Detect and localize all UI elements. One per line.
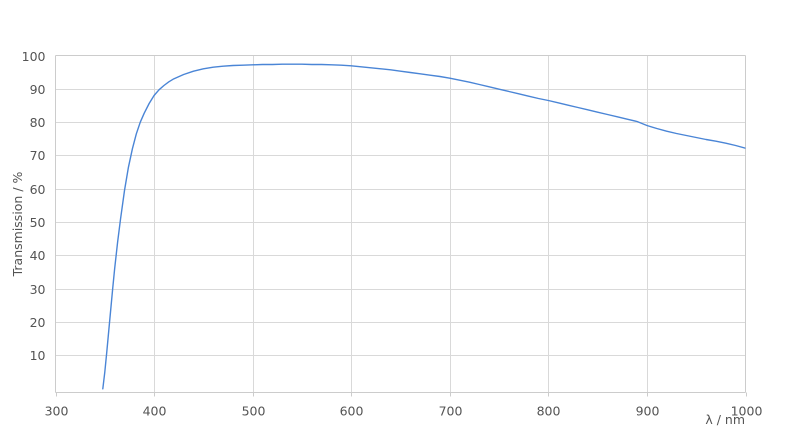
x-tick-label: 500: [242, 404, 266, 419]
y-tick-label: 20: [30, 315, 46, 330]
y-tick-label: 10: [30, 348, 46, 363]
y-tick-label: 90: [30, 82, 46, 97]
y-tick-label: 50: [30, 215, 46, 230]
x-tick-label: 600: [340, 404, 364, 419]
x-tick-label: 1000: [731, 404, 763, 419]
y-tick-label: 80: [30, 115, 46, 130]
y-tick-label: 30: [30, 282, 46, 297]
x-tick-labels: 300 400 500 600 700 800 900 1000: [45, 404, 763, 419]
x-tick-label: 800: [537, 404, 561, 419]
grid-group: [55, 55, 746, 393]
x-tick-label: 700: [439, 404, 463, 419]
series-group: [102, 63, 746, 390]
frame-group: [55, 55, 747, 397]
x-tick-label: 900: [636, 404, 660, 419]
y-axis-title: Transmission / %: [10, 171, 25, 277]
y-tick-label: 40: [30, 248, 46, 263]
x-axis-title: λ / nm: [705, 412, 745, 427]
x-tick-label: 300: [45, 404, 69, 419]
x-tick-label: 400: [143, 404, 167, 419]
y-tick-label: 70: [30, 148, 46, 163]
data-series-line: [102, 63, 746, 390]
y-tick-labels: 10 20 30 40 50 60 70 80 90 100: [22, 49, 46, 363]
y-tick-label: 100: [22, 49, 46, 64]
y-tick-label: 60: [30, 182, 46, 197]
